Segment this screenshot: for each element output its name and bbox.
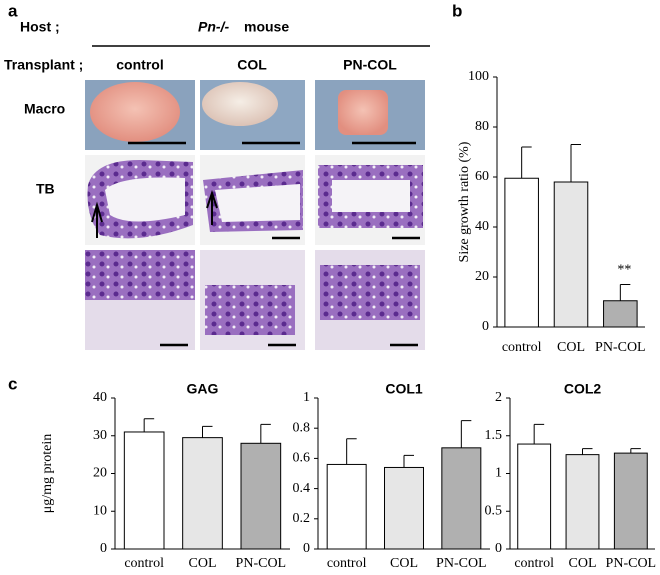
tb-photos <box>85 155 425 350</box>
y-tick-label: 1 <box>303 390 310 405</box>
x-tick-label: COL <box>189 556 217 571</box>
error-bar <box>260 423 271 444</box>
bar <box>504 177 539 328</box>
row-label: Macro <box>24 101 65 117</box>
panel-label: c <box>8 374 17 393</box>
column-label: control <box>116 57 163 73</box>
y-tick-label: 1.5 <box>485 428 503 443</box>
error-bar <box>202 425 213 438</box>
error-bar <box>630 448 641 454</box>
error-bar <box>582 448 593 455</box>
x-tick-label: control <box>327 556 367 571</box>
y-tick-label: 0 <box>482 319 489 334</box>
row-label: TB <box>36 181 55 197</box>
host-label: Host ; <box>20 19 60 35</box>
y-axis-label: μg/mg protein <box>40 434 55 513</box>
y-tick-label: 80 <box>475 119 489 134</box>
x-tick-label: PN-COL <box>595 340 646 355</box>
y-tick-label: 0.6 <box>293 451 311 466</box>
error-bar <box>403 454 414 468</box>
transplant-label: Transplant ; <box>4 57 83 73</box>
host-species: mouse <box>244 19 289 35</box>
y-tick-label: 20 <box>93 466 107 481</box>
x-tick-label: PN-COL <box>236 556 287 571</box>
chart-title: COL1 <box>385 381 423 397</box>
y-tick-label: 0 <box>495 541 502 556</box>
bar <box>123 431 165 550</box>
error-bar <box>460 420 472 448</box>
y-tick-label: 10 <box>93 503 107 518</box>
bar <box>553 181 589 328</box>
bar <box>517 443 552 550</box>
x-tick-label: control <box>502 340 542 355</box>
bar <box>240 442 282 550</box>
panel-label: a <box>8 1 18 20</box>
column-label: PN-COL <box>343 57 397 73</box>
y-tick-label: 1 <box>495 466 502 481</box>
error-bar <box>619 284 631 301</box>
x-tick-label: COL <box>569 556 597 571</box>
y-tick-label: 0.4 <box>293 481 311 496</box>
x-tick-label: control <box>124 556 164 571</box>
significance: ** <box>617 263 631 278</box>
y-tick-label: 0.8 <box>293 420 311 435</box>
error-bar <box>346 438 357 465</box>
bar <box>384 466 424 550</box>
y-tick-label: 100 <box>468 69 489 84</box>
x-tick-label: COL <box>557 340 585 355</box>
y-tick-label: 0.5 <box>485 503 503 518</box>
bar <box>613 452 648 550</box>
y-axis-label: Size growth ratio (%) <box>457 141 472 262</box>
x-tick-label: PN-COL <box>606 556 657 571</box>
x-tick-label: COL <box>390 556 418 571</box>
y-tick-label: 2 <box>495 390 502 405</box>
y-tick-label: 0 <box>100 541 107 556</box>
y-tick-label: 20 <box>475 269 489 284</box>
error-bar <box>570 144 581 182</box>
x-tick-label: control <box>514 556 554 571</box>
bar <box>326 463 367 550</box>
bar <box>603 300 638 328</box>
bar <box>182 437 223 550</box>
y-tick-label: 30 <box>93 428 107 443</box>
panel-label: b <box>452 1 462 20</box>
host-strain: Pn-/- <box>198 19 229 35</box>
error-bar <box>533 423 545 445</box>
column-label: COL <box>237 57 267 73</box>
bar <box>565 454 600 550</box>
y-tick-label: 40 <box>93 390 107 405</box>
chart-title: GAG <box>187 381 219 397</box>
error-bar <box>143 418 155 432</box>
x-tick-label: PN-COL <box>436 556 487 571</box>
macro-photos <box>85 80 425 150</box>
y-tick-label: 0 <box>303 541 310 556</box>
error-bar <box>521 146 532 179</box>
y-tick-label: 0.2 <box>293 511 311 526</box>
y-tick-label: 40 <box>475 219 489 234</box>
bar <box>441 447 482 550</box>
chart-title: COL2 <box>564 381 602 397</box>
y-tick-label: 60 <box>475 169 489 184</box>
